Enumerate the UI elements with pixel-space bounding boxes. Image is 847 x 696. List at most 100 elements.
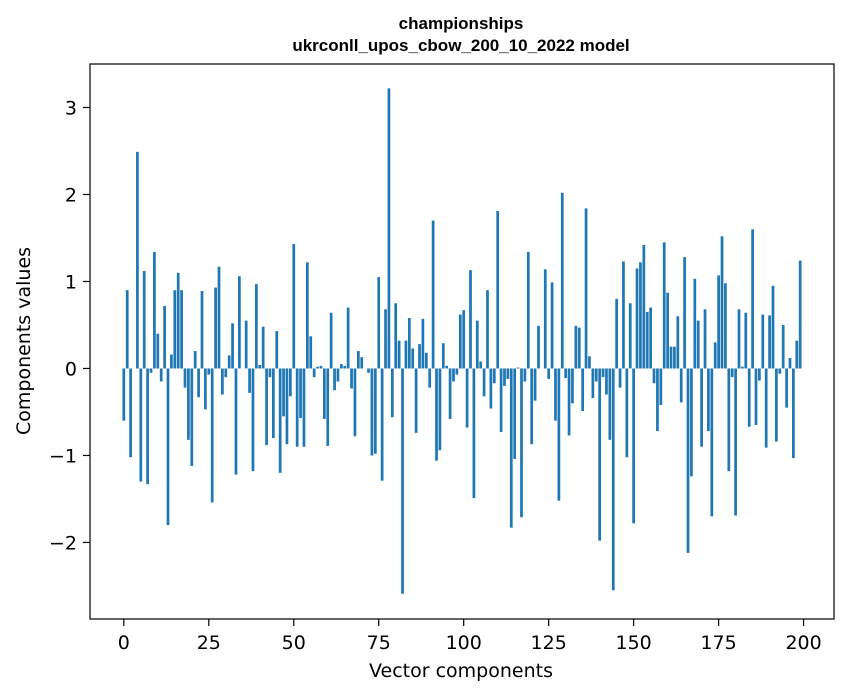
bar xyxy=(421,318,425,369)
bar xyxy=(261,326,265,369)
y-axis: −2 −1 0 1 2 3 xyxy=(49,97,90,554)
bar xyxy=(530,368,534,445)
bars-group xyxy=(122,88,802,594)
bar xyxy=(496,211,500,369)
bar xyxy=(176,272,180,369)
bar xyxy=(248,368,251,393)
bar xyxy=(513,368,517,459)
bar xyxy=(744,312,748,369)
bar xyxy=(571,368,574,404)
bar xyxy=(149,368,153,373)
bar xyxy=(227,355,231,369)
x-tick-label: 25 xyxy=(197,632,221,654)
bar xyxy=(180,290,183,369)
bar xyxy=(499,368,503,432)
bar xyxy=(707,368,710,432)
bar xyxy=(129,368,132,458)
bar xyxy=(231,323,234,369)
bar xyxy=(190,368,194,466)
bar xyxy=(401,368,404,594)
bar xyxy=(193,351,197,369)
bar xyxy=(350,368,353,389)
bar xyxy=(509,368,513,528)
bar xyxy=(142,271,146,369)
bar xyxy=(210,368,214,503)
bar xyxy=(353,368,357,437)
bar xyxy=(465,368,469,428)
bar xyxy=(635,268,639,369)
bar xyxy=(798,260,802,369)
bar xyxy=(795,340,799,369)
bar xyxy=(693,278,697,369)
bar xyxy=(390,368,394,418)
bar xyxy=(305,262,309,369)
bar xyxy=(622,261,625,369)
bar xyxy=(299,368,302,419)
bar xyxy=(462,310,466,369)
chart-subtitle: ukrconll_upos_cbow_200_10_2022 model xyxy=(292,36,629,55)
bar xyxy=(153,251,156,369)
bar xyxy=(455,368,459,375)
y-tick-label: 2 xyxy=(65,184,77,206)
bar xyxy=(238,276,241,369)
bar xyxy=(295,368,299,447)
bar xyxy=(431,220,435,369)
y-tick-label: 0 xyxy=(65,358,77,380)
bar xyxy=(370,368,374,456)
bar xyxy=(373,368,377,454)
bar xyxy=(125,290,129,369)
x-tick-label: 100 xyxy=(446,632,482,654)
bar xyxy=(367,368,370,373)
bar xyxy=(472,368,476,499)
bar xyxy=(272,368,275,439)
bar xyxy=(734,368,737,516)
bar xyxy=(703,309,707,369)
bar xyxy=(717,275,720,369)
bar xyxy=(632,368,635,524)
bar xyxy=(486,290,489,369)
bar xyxy=(564,368,568,379)
bar xyxy=(618,368,622,388)
bar xyxy=(292,244,296,369)
bar xyxy=(258,364,262,369)
x-tick-label: 125 xyxy=(531,632,567,654)
bar xyxy=(336,368,340,382)
bar xyxy=(255,284,258,369)
bar xyxy=(322,368,326,419)
bar xyxy=(557,368,561,501)
chart-title: championships xyxy=(399,14,524,33)
bar xyxy=(384,309,387,369)
bar xyxy=(775,368,778,442)
bar xyxy=(312,368,316,378)
bar xyxy=(683,257,686,369)
bar xyxy=(727,368,731,472)
bar xyxy=(550,282,554,369)
bar xyxy=(584,208,588,369)
bar xyxy=(724,283,727,369)
x-tick-label: 0 xyxy=(118,632,130,654)
bar xyxy=(679,368,683,403)
bar xyxy=(649,307,652,369)
bar xyxy=(333,368,336,391)
bar xyxy=(781,324,785,369)
bar xyxy=(645,311,649,369)
bar xyxy=(574,325,578,369)
bar xyxy=(625,368,629,458)
bar xyxy=(452,368,455,382)
bar xyxy=(458,314,462,369)
bar xyxy=(656,368,659,432)
bar xyxy=(200,291,204,369)
bar xyxy=(560,192,564,369)
bar xyxy=(469,270,472,369)
bar xyxy=(411,348,415,369)
bar xyxy=(764,368,768,448)
bar xyxy=(720,236,724,369)
bar xyxy=(428,368,432,388)
bar xyxy=(492,368,496,384)
bar xyxy=(523,368,527,382)
bar xyxy=(601,368,605,378)
bar xyxy=(183,368,187,388)
x-tick-label: 75 xyxy=(367,632,391,654)
bar xyxy=(785,368,788,408)
bar xyxy=(404,340,408,369)
